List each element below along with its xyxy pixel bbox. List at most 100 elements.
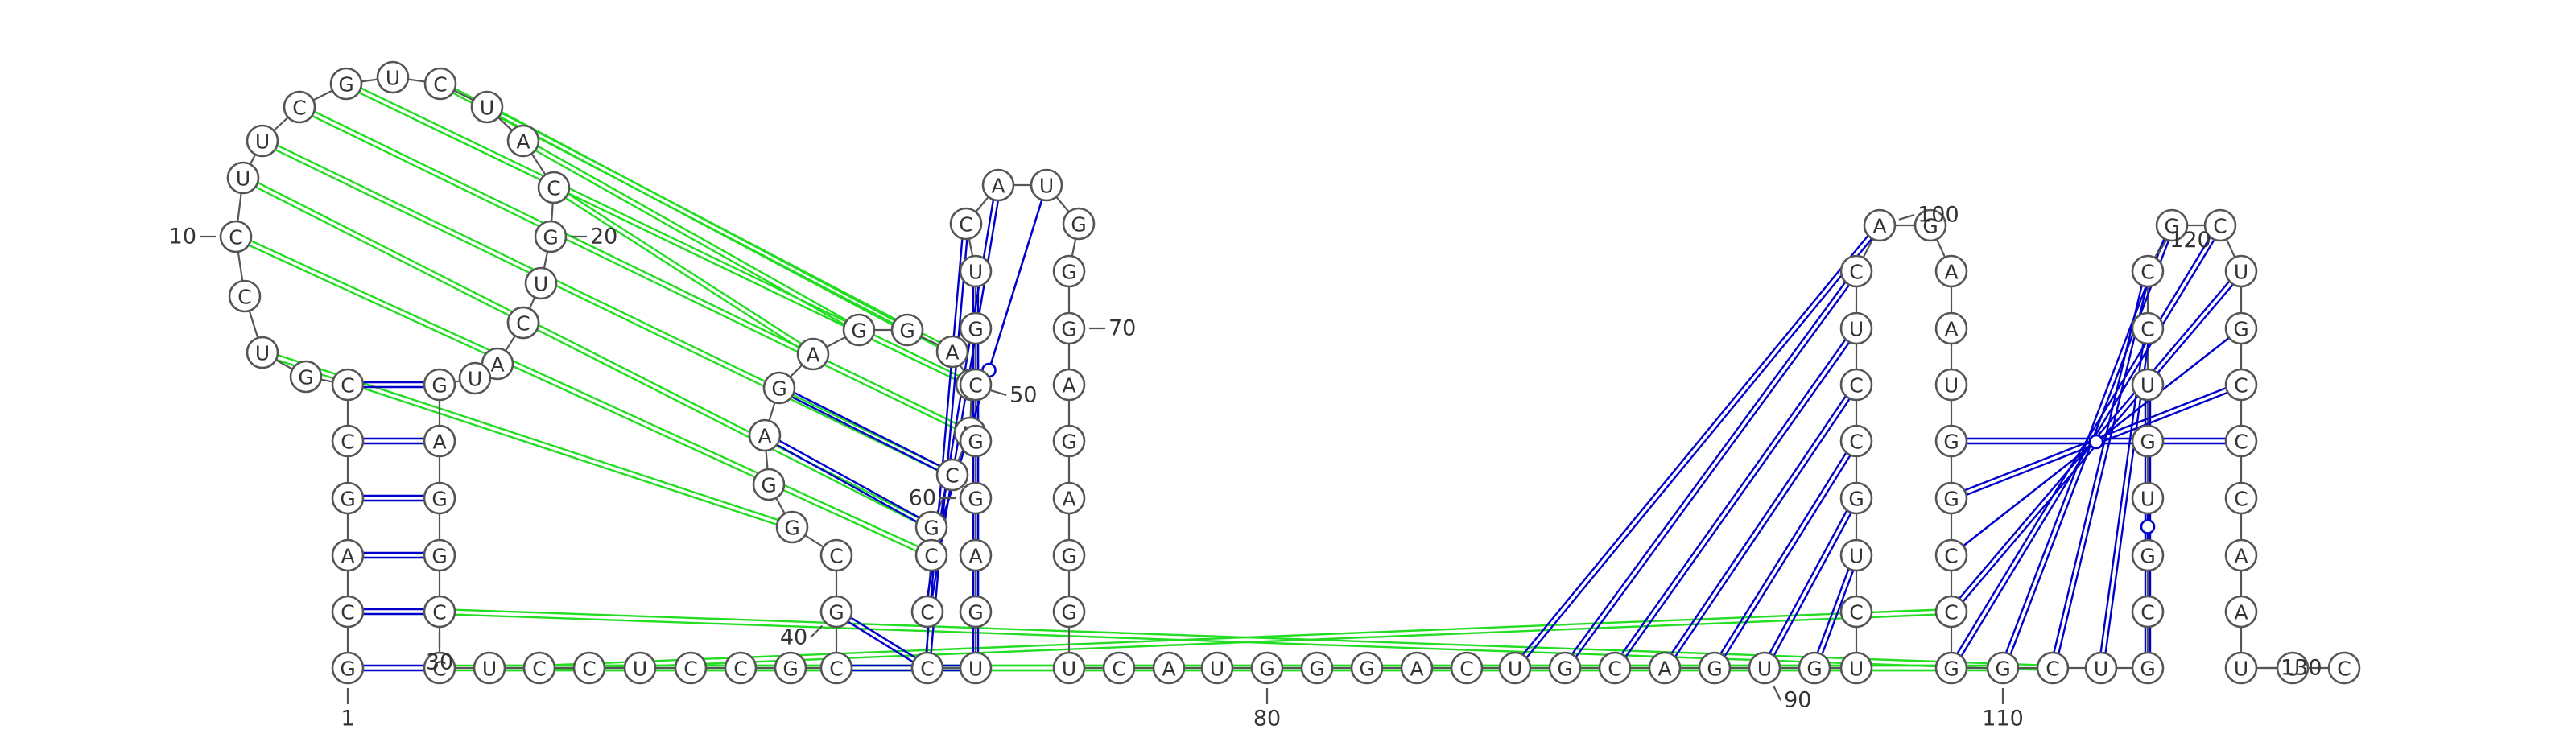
nucleotide-circle <box>2131 254 2165 288</box>
nucleotide-circle <box>959 311 993 345</box>
nucleotide-57: U <box>959 651 993 685</box>
nucleotide-121: G <box>2155 208 2189 242</box>
canonical-pair-line <box>1724 455 1852 657</box>
nucleotide-letter: C <box>1849 601 1863 624</box>
nucleotide-123: U <box>2224 254 2258 288</box>
canonical-pair-line <box>1571 281 1847 655</box>
nucleotide-circle <box>1498 651 1532 685</box>
nucleotide-letter: G <box>771 377 786 401</box>
nucleotide-letter: G <box>1557 657 1572 681</box>
nucleotide-circle <box>1934 651 1968 685</box>
nucleotide-letter: U <box>386 67 400 90</box>
nucleotide-circle <box>506 306 540 340</box>
nucleotide-95: G <box>1839 481 1873 515</box>
nucleotide-85: U <box>1498 651 1532 685</box>
nucleotide-132: C <box>2327 651 2361 685</box>
nucleotide-27: A <box>423 424 456 458</box>
nucleotide-letter: A <box>968 545 982 568</box>
number-label-130: 130 <box>2281 656 2322 681</box>
nucleotide-circle <box>910 595 944 629</box>
nucleotide-circle <box>331 651 365 685</box>
nucleotide-letter: G <box>1061 318 1076 341</box>
canonical-pair-line <box>1620 339 1847 655</box>
nucleotide-letter: A <box>341 545 354 568</box>
nucleotide-circle <box>423 595 456 629</box>
number-label-100: 100 <box>1918 203 1959 228</box>
nucleotide-73: A <box>1052 481 1086 515</box>
number-label-20: 20 <box>590 225 617 249</box>
nucleotide-circle <box>949 207 983 241</box>
nucleotide-118: U <box>2131 368 2165 402</box>
nucleotide-67: U <box>1030 168 1063 202</box>
nucleotide-26: G <box>423 368 456 402</box>
nucleotide-letter: C <box>582 657 596 681</box>
nucleotide-21: U <box>524 266 558 300</box>
nucleotide-circle <box>1648 651 1682 685</box>
nucleotide-letter: C <box>432 657 446 681</box>
wobble-pair-marker <box>2140 519 2156 534</box>
nucleotide-letter: U <box>2234 657 2248 681</box>
nucleotide-circle <box>2084 651 2118 685</box>
number-tick <box>2157 239 2168 255</box>
canonical-pair-line <box>930 239 968 653</box>
nucleotide-circle <box>1052 311 1086 345</box>
nucleotide-circle <box>522 651 556 685</box>
nucleotide-2: C <box>331 595 365 629</box>
nucleotide-79: U <box>1200 651 1234 685</box>
nucleotide-circle <box>534 220 568 253</box>
nucleotide-80: G <box>1250 651 1284 685</box>
nucleotide-15: U <box>376 60 410 94</box>
nucleotide-circle <box>2131 311 2165 345</box>
nucleotide-circle <box>1030 168 1063 202</box>
nucleotide-letter: A <box>806 344 819 367</box>
nucleotide-letter: G <box>1848 488 1864 511</box>
nucleotide-letter: G <box>543 226 558 249</box>
nucleotide-97: C <box>1839 368 1873 402</box>
nucleotide-107: C <box>1934 538 1968 572</box>
nucleotide-circle <box>572 651 606 685</box>
nucleotide-62: C <box>959 368 993 402</box>
nucleotide-letter: A <box>1062 488 1075 511</box>
canonical-pair-line <box>847 620 914 663</box>
nucleotide-circle <box>2131 481 2165 515</box>
nucleotide-letter: A <box>1944 318 1958 341</box>
canonical-pair-line <box>791 396 939 472</box>
nucleotide-circle <box>289 360 323 394</box>
nucleotide-circle <box>246 336 279 369</box>
nucleotide-58: G <box>959 595 993 629</box>
nucleotide-letter: U <box>968 261 983 284</box>
nucleotide-circle <box>2224 254 2258 288</box>
nucleotide-circle <box>959 651 993 685</box>
nucleotide-letter: U <box>255 130 270 154</box>
nucleotide-119: C <box>2131 311 2165 345</box>
nucleotide-circle <box>2224 538 2258 572</box>
nucleotide-125: C <box>2224 368 2258 402</box>
nucleotide-91: G <box>1798 651 1831 685</box>
nucleotide-letter: C <box>2140 318 2154 341</box>
nucleotide-34: C <box>572 651 606 685</box>
nucleotide-letter: U <box>2140 488 2155 511</box>
nucleotide-112: U <box>2084 651 2118 685</box>
pseudoknot-pair-line <box>535 149 845 326</box>
nucleotide-letter: U <box>1508 657 1522 681</box>
nucleotide-38: G <box>774 651 807 685</box>
nucleotide-circle <box>1934 254 1968 288</box>
nucleotide-letter: C <box>2140 261 2154 284</box>
nucleotide-letter: U <box>2234 261 2248 284</box>
nucleotide-letter: G <box>2140 545 2155 568</box>
nucleotide-letter: G <box>899 319 914 343</box>
nucleotide-115: G <box>2131 538 2165 572</box>
nucleotide-circle <box>1052 368 1086 402</box>
nucleotide-letter: G <box>298 366 313 389</box>
nucleotide-81: G <box>1300 651 1334 685</box>
canonical-pair-line <box>1670 395 1847 655</box>
nucleotide-circle <box>724 651 758 685</box>
canonical-pair-line <box>850 616 917 659</box>
nucleotide-10: C <box>219 220 253 253</box>
nucleotide-101: G <box>1913 208 1947 242</box>
number-tick <box>990 389 1007 396</box>
nucleotide-letter: G <box>923 517 939 540</box>
nucleotide-circle <box>1548 651 1582 685</box>
nucleotide-61: G <box>959 424 993 458</box>
nucleotide-letter: C <box>341 374 354 398</box>
